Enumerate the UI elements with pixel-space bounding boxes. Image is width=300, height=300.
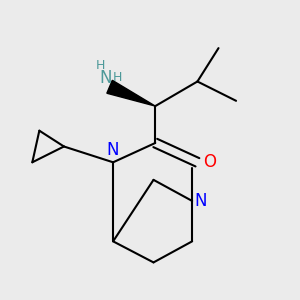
Text: N: N [194,192,206,210]
Text: H: H [112,71,122,85]
Text: N: N [107,142,119,160]
Text: H: H [96,59,106,72]
Polygon shape [107,80,155,106]
Text: N: N [100,69,112,87]
Text: O: O [203,153,216,171]
